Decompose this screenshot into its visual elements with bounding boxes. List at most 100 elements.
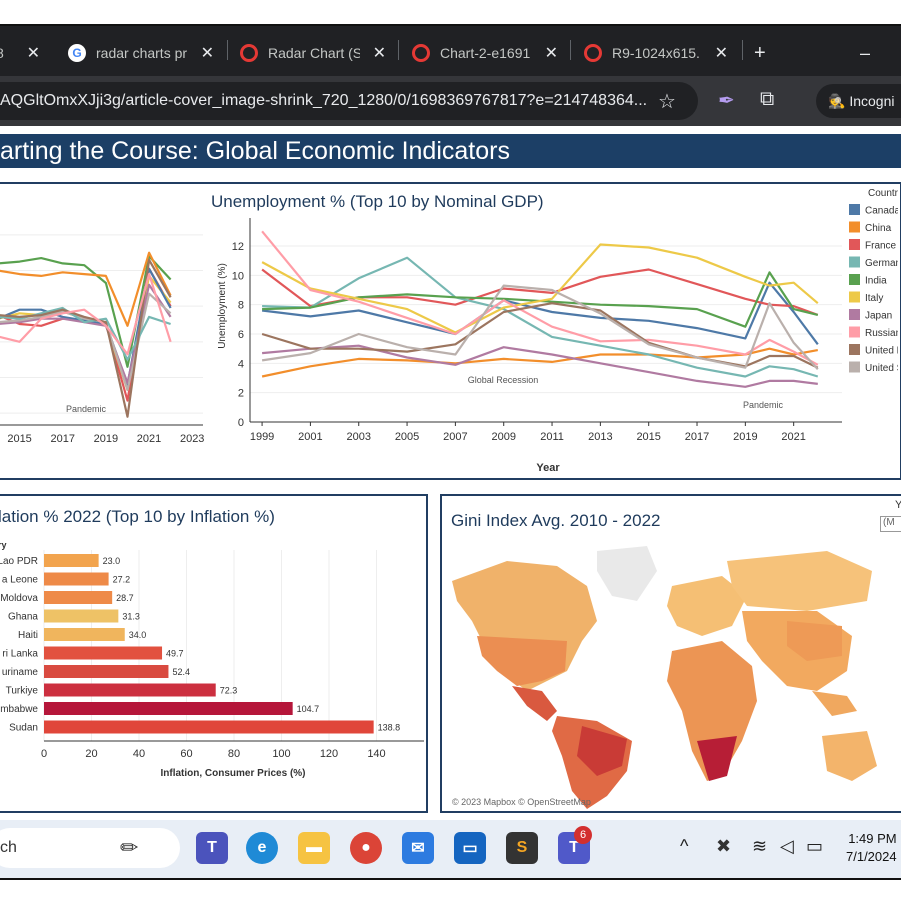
line-chart-title: Unemployment % (Top 10 by Nominal GDP) xyxy=(211,192,544,211)
x-tick-label: 1999 xyxy=(250,431,274,443)
bar-category-label: Lao PDR xyxy=(0,556,38,567)
y-tick-label: 6 xyxy=(238,329,244,341)
legend-label: Japan xyxy=(865,311,892,322)
legend-swatch xyxy=(849,256,860,268)
bar-x-tick-label: 100 xyxy=(272,748,290,760)
clock[interactable]: 1:49 PM 7/1/2024 xyxy=(846,830,897,866)
legend-swatch xyxy=(849,291,860,303)
recession-annotation: Global Recession xyxy=(468,375,539,385)
legend-label: India xyxy=(865,276,887,287)
bar-x-tick-label: 0 xyxy=(41,748,47,760)
bar-x-tick-label: 60 xyxy=(180,748,192,760)
left-series-line xyxy=(0,272,172,356)
left-x-tick-label: 2017 xyxy=(50,433,74,445)
remote-app-icon[interactable]: ▭ xyxy=(454,832,486,864)
tab-2-close-icon[interactable]: ✕ xyxy=(200,45,214,62)
edge-icon[interactable]: e xyxy=(246,832,278,864)
bar-x-tick-label: 80 xyxy=(228,748,240,760)
x-tick-label: 2015 xyxy=(636,431,660,443)
dashboard-image: arting the Course: Global Economic Indic… xyxy=(0,126,901,820)
teams-chat-icon[interactable]: T xyxy=(196,832,228,864)
sublime-icon[interactable]: S xyxy=(506,832,538,864)
dashboard-title: arting the Course: Global Economic Indic… xyxy=(0,134,901,168)
mail-icon[interactable]: ✉ xyxy=(402,832,434,864)
legend-swatch xyxy=(849,204,860,215)
tab-separator xyxy=(570,40,571,60)
mic-muted-icon[interactable]: ✖ xyxy=(716,836,732,856)
browser-toolbar: AQGltOmxXJji3g/article-cover_image-shrin… xyxy=(0,76,901,126)
tab-separator xyxy=(398,40,399,60)
tab-1-close-icon[interactable]: ✕ xyxy=(26,45,40,62)
map-filter-box[interactable]: (M xyxy=(880,516,901,532)
incognito-profile-button[interactable]: 🕵 Incogni xyxy=(816,84,901,118)
bar xyxy=(44,683,216,697)
bar xyxy=(44,591,113,604)
bar-value-label: 28.7 xyxy=(116,593,134,603)
bar-x-tick-label: 120 xyxy=(320,748,338,760)
x-axis-label: Year xyxy=(536,462,560,474)
tab-5-label: R9-1024x615. xyxy=(612,45,700,61)
legend-label: Canada xyxy=(865,206,898,217)
bar-value-label: 52.4 xyxy=(172,667,190,677)
clock-date: 7/1/2024 xyxy=(846,849,897,864)
bar-category-label: mbabwe xyxy=(0,704,38,715)
bar-value-label: 72.3 xyxy=(220,686,238,696)
tab-4[interactable]: Chart-2-e1691 ✕ xyxy=(412,36,558,70)
bar-value-label: 49.7 xyxy=(166,649,184,659)
bar-category-label: Haiti xyxy=(18,630,38,641)
new-tab-button[interactable]: + xyxy=(754,41,766,64)
tab-3-close-icon[interactable]: ✕ xyxy=(372,45,386,62)
tab-4-label: Chart-2-e1691 xyxy=(440,45,531,61)
incognito-icon: 🕵 xyxy=(828,93,850,109)
bar xyxy=(44,646,163,660)
legend-label: Germany xyxy=(865,258,898,269)
world-map: © 2023 Mapbox © OpenStreetMap xyxy=(447,541,877,811)
x-tick-label: 2005 xyxy=(395,431,419,443)
inflation-panel: lation % 2022 (Top 10 by Inflation %) ry… xyxy=(0,494,428,813)
legend-label: United K xyxy=(865,346,898,357)
bar-value-label: 31.3 xyxy=(122,612,140,622)
favicon-red-icon xyxy=(584,44,602,62)
y-tick-label: 2 xyxy=(238,388,244,400)
bookmark-star-icon[interactable]: ☆ xyxy=(658,91,676,113)
left-series-line xyxy=(0,292,172,391)
tab-separator xyxy=(742,40,743,60)
bar-x-axis-label: Inflation, Consumer Prices (%) xyxy=(160,768,305,779)
series-line-canada xyxy=(261,281,819,345)
tab-5-close-icon[interactable]: ✕ xyxy=(714,45,728,62)
file-explorer-icon[interactable]: ▬ xyxy=(298,832,330,864)
pandemic-annotation: Pandemic xyxy=(743,400,784,410)
bar-value-label: 27.2 xyxy=(113,575,131,585)
legend-swatch xyxy=(849,221,860,233)
chrome-icon[interactable]: ● xyxy=(350,832,382,864)
map-title: Gini Index Avg. 2010 - 2022 xyxy=(451,511,661,530)
tab-1[interactable]: 8 ✕ xyxy=(0,36,46,70)
favicon-red-icon xyxy=(412,44,430,62)
left-x-tick-label: 2023 xyxy=(180,433,204,445)
left-x-tick-label: 2015 xyxy=(7,433,31,445)
search-label: ch xyxy=(0,839,17,856)
wifi-icon[interactable]: ≋ xyxy=(752,836,768,856)
battery-icon[interactable]: ▭ xyxy=(806,836,824,856)
series-line-india xyxy=(262,271,819,328)
volume-muted-icon[interactable]: ◁ xyxy=(780,836,794,856)
tab-2[interactable]: G radar charts pr ✕ xyxy=(68,36,214,70)
tab-5[interactable]: R9-1024x615. ✕ xyxy=(584,36,728,70)
bar-value-label: 23.0 xyxy=(103,556,121,566)
tab-3[interactable]: Radar Chart (S ✕ xyxy=(240,36,386,70)
bar-category-label: uriname xyxy=(2,667,39,678)
y-tick-label: 8 xyxy=(238,300,244,312)
extensions-puzzle-icon[interactable]: ⧉ xyxy=(760,88,775,110)
url-bar[interactable]: AQGltOmxXJji3g/article-cover_image-shrin… xyxy=(0,82,698,120)
left-series-line xyxy=(0,258,172,418)
category-header: ry xyxy=(0,540,7,550)
taskbar-search-box[interactable]: ch ✏ xyxy=(0,828,180,868)
series-line-russian xyxy=(261,230,819,366)
y-tick-label: 12 xyxy=(232,241,244,253)
chevron-up-icon[interactable]: ^ xyxy=(680,836,689,856)
pen-extension-icon[interactable]: ✒ xyxy=(718,90,735,112)
bar xyxy=(44,702,293,715)
tab-4-close-icon[interactable]: ✕ xyxy=(544,45,558,62)
bar-category-label: ri Lanka xyxy=(2,649,38,660)
minimize-button[interactable]: – xyxy=(860,42,871,63)
